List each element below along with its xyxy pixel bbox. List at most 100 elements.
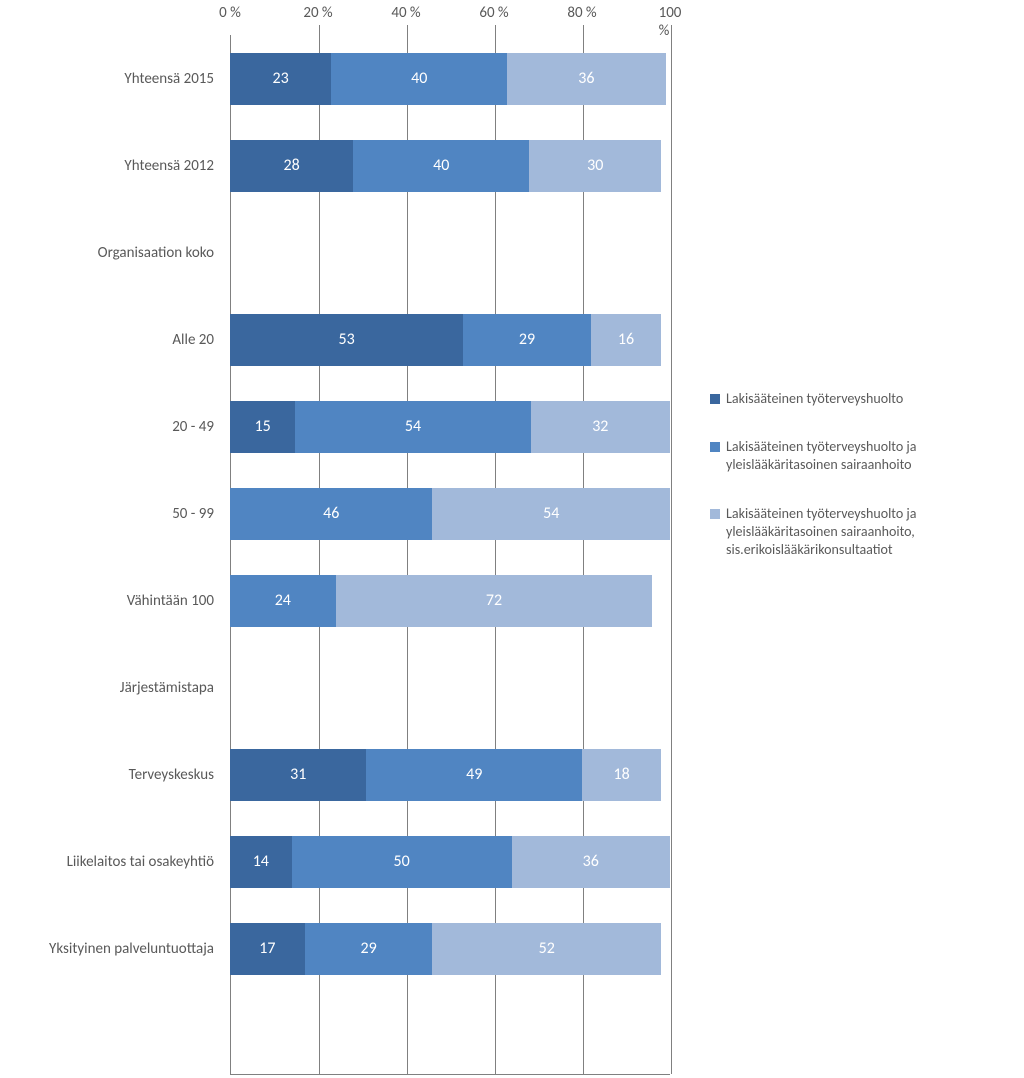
- bar-segment: 31: [230, 749, 366, 801]
- bar-segment: 24: [230, 575, 336, 627]
- legend-label: Lakisääteinen työterveyshuolto: [726, 390, 1010, 408]
- bar-value-label: 24: [275, 591, 291, 610]
- legend: Lakisääteinen työterveyshuolto Lakisäätei…: [710, 390, 1010, 589]
- row-label: Yksityinen palveluntuottaja: [0, 940, 222, 958]
- chart-container: 0 %20 %40 %60 %80 %100 % Yhteensä 201523…: [0, 0, 700, 1078]
- bar-segment: 16: [591, 314, 661, 366]
- bar-segment: 30: [529, 140, 661, 192]
- bar-segment: 53: [230, 314, 463, 366]
- chart-row: Liikelaitos tai osakeyhtiö 14 50 36: [0, 818, 670, 905]
- bar-value-label: 15: [255, 417, 271, 436]
- chart-rows: Yhteensä 2015 23 40 36 Yhteensä 2012 28 40 30 Or…: [0, 35, 670, 992]
- bar-value-label: 40: [411, 69, 427, 88]
- bar-track: 53 29 16: [230, 314, 670, 366]
- legend-item: Lakisääteinen työterveyshuolto: [710, 390, 1010, 408]
- bar-segment: 23: [230, 53, 331, 105]
- bar-value-label: 72: [486, 591, 502, 610]
- chart-row: Järjestämistapa: [0, 644, 670, 731]
- bar-value-label: 46: [323, 504, 339, 523]
- bar-segment: 32: [531, 401, 670, 453]
- bar-track: 23 40 36: [230, 53, 670, 105]
- bar-value-label: 30: [587, 156, 603, 175]
- bar-track: 14 50 36: [230, 836, 670, 888]
- legend-swatch: [710, 509, 720, 519]
- row-label: Organisaation koko: [0, 244, 222, 262]
- legend-item: Lakisääteinen työterveyshuolto ja yleisl…: [710, 505, 1010, 560]
- bar-segment: 54: [295, 401, 530, 453]
- x-tick-label: 40 %: [391, 4, 420, 22]
- bar-value-label: 32: [592, 417, 608, 436]
- bar-value-label: 50: [393, 852, 409, 871]
- bar-value-label: 29: [360, 939, 376, 958]
- chart-row: Alle 20 53 29 16: [0, 296, 670, 383]
- bar-segment: 40: [331, 53, 507, 105]
- bar-value-label: 54: [405, 417, 421, 436]
- bar-value-label: 52: [539, 939, 555, 958]
- x-axis-labels: 0 %20 %40 %60 %80 %100 %: [230, 0, 670, 25]
- row-label: 50 - 99: [0, 505, 222, 523]
- x-tick-label: 0 %: [219, 4, 241, 22]
- bar-value-label: 14: [253, 852, 269, 871]
- chart-row: Yhteensä 2015 23 40 36: [0, 35, 670, 122]
- bar-value-label: 28: [283, 156, 299, 175]
- bar-segment: 52: [432, 923, 661, 975]
- row-label: Alle 20: [0, 331, 222, 349]
- bar-segment: 29: [463, 314, 591, 366]
- bar-value-label: 23: [272, 69, 288, 88]
- bar-segment: 54: [432, 488, 670, 540]
- legend-item: Lakisääteinen työterveyshuolto ja yleisl…: [710, 438, 1010, 474]
- bar-segment: 14: [230, 836, 292, 888]
- x-tick-label: 80 %: [567, 4, 596, 22]
- gridline: [671, 25, 672, 1074]
- legend-swatch: [710, 442, 720, 452]
- bar-value-label: 36: [578, 69, 594, 88]
- bar-value-label: 54: [543, 504, 559, 523]
- legend-swatch: [710, 394, 720, 404]
- legend-label: Lakisääteinen työterveyshuolto ja yleisl…: [726, 505, 1010, 560]
- legend-label: Lakisääteinen työterveyshuolto ja yleisl…: [726, 438, 1010, 474]
- bar-segment: 18: [582, 749, 661, 801]
- bar-segment: 49: [366, 749, 582, 801]
- bar-segment: 36: [512, 836, 670, 888]
- bar-segment: 17: [230, 923, 305, 975]
- bar-track: 28 40 30: [230, 140, 670, 192]
- bar-value-label: 36: [583, 852, 599, 871]
- chart-row: Yksityinen palveluntuottaja 17 29 52: [0, 905, 670, 992]
- bar-track: 31 49 18: [230, 749, 670, 801]
- bar-value-label: 53: [338, 330, 354, 349]
- bar-segment: 50: [292, 836, 512, 888]
- chart-row: Vähintään 100 24 72: [0, 557, 670, 644]
- bar-track: 46 54: [230, 488, 670, 540]
- chart-row: 20 - 49 15 54 32: [0, 383, 670, 470]
- chart-row: 50 - 99 46 54: [0, 470, 670, 557]
- bar-segment: 72: [336, 575, 653, 627]
- bar-value-label: 31: [290, 765, 306, 784]
- bar-segment: 29: [305, 923, 433, 975]
- bar-track: 17 29 52: [230, 923, 670, 975]
- row-label: Terveyskeskus: [0, 766, 222, 784]
- row-label: Yhteensä 2015: [0, 70, 222, 88]
- bar-value-label: 29: [519, 330, 535, 349]
- row-label: 20 - 49: [0, 418, 222, 436]
- x-tick-label: 20 %: [303, 4, 332, 22]
- bar-segment: 36: [507, 53, 665, 105]
- bar-value-label: 18: [613, 765, 629, 784]
- bar-value-label: 49: [466, 765, 482, 784]
- row-label: Liikelaitos tai osakeyhtiö: [0, 853, 222, 871]
- bar-value-label: 17: [259, 939, 275, 958]
- bar-track: 15 54 32: [230, 401, 670, 453]
- chart-row: Organisaation koko: [0, 209, 670, 296]
- chart-row: Terveyskeskus 31 49 18: [0, 731, 670, 818]
- bar-value-label: 40: [433, 156, 449, 175]
- bar-segment: 15: [230, 401, 295, 453]
- chart-row: Yhteensä 2012 28 40 30: [0, 122, 670, 209]
- bar-track: 24 72: [230, 575, 670, 627]
- bar-segment: 28: [230, 140, 353, 192]
- bar-value-label: 16: [618, 330, 634, 349]
- bar-segment: 40: [353, 140, 529, 192]
- row-label: Järjestämistapa: [0, 679, 222, 697]
- bar-segment: 46: [230, 488, 432, 540]
- x-tick-label: 60 %: [479, 4, 508, 22]
- row-label: Vähintään 100: [0, 592, 222, 610]
- row-label: Yhteensä 2012: [0, 157, 222, 175]
